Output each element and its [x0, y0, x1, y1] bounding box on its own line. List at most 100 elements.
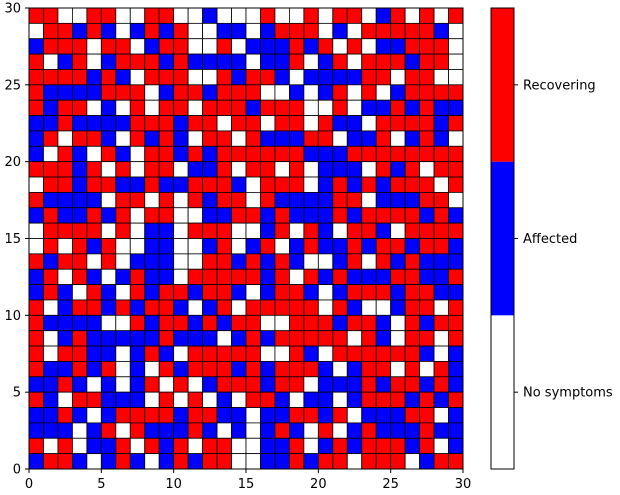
heatmap-cell: [158, 84, 175, 101]
heatmap-cell: [57, 330, 73, 347]
heatmap-cell: [43, 407, 59, 424]
heatmap-cell: [216, 391, 232, 408]
heatmap-cell: [375, 176, 392, 193]
heatmap-cell: [390, 69, 406, 86]
x-tick-label: 10: [165, 477, 182, 492]
heatmap-cell: [361, 69, 377, 86]
heatmap-cell: [332, 222, 348, 239]
heatmap-cell: [332, 361, 348, 378]
heatmap-cell: [202, 7, 218, 24]
heatmap-cell: [28, 422, 44, 439]
heatmap-cell: [375, 407, 392, 424]
heatmap-cell: [375, 69, 392, 86]
heatmap-cell: [317, 253, 334, 270]
heatmap-cell: [158, 191, 175, 209]
heatmap-cell: [317, 115, 334, 132]
heatmap-cell: [390, 437, 406, 455]
heatmap-cell: [144, 376, 160, 393]
heatmap-cell: [288, 145, 305, 163]
heatmap-cell: [173, 115, 189, 132]
heatmap-cells: [28, 7, 464, 470]
heatmap-cell: [448, 207, 464, 224]
heatmap-cell: [129, 376, 146, 393]
heatmap-cell: [158, 22, 175, 40]
heatmap-cell: [375, 38, 392, 55]
heatmap-cell: [390, 391, 406, 408]
heatmap-cell: [28, 7, 44, 24]
heatmap-cell: [390, 314, 406, 332]
heatmap-cell: [57, 130, 73, 147]
heatmap-cell: [245, 299, 261, 316]
heatmap-cell: [317, 207, 334, 224]
heatmap-cell: [86, 115, 102, 132]
heatmap-cell: [28, 268, 44, 286]
heatmap-cell: [260, 115, 276, 132]
heatmap-cell: [129, 361, 146, 378]
heatmap-cell: [129, 115, 146, 132]
heatmap-cell: [404, 314, 420, 332]
heatmap-cell: [72, 176, 88, 193]
heatmap-cell: [303, 253, 319, 270]
heatmap-cell: [448, 391, 464, 408]
heatmap-cell: [419, 314, 435, 332]
heatmap-cell: [57, 284, 73, 301]
heatmap-cell: [57, 191, 73, 209]
heatmap-cell: [43, 38, 59, 55]
heatmap-cell: [274, 376, 290, 393]
heatmap-cell: [419, 84, 435, 101]
heatmap-cell: [346, 38, 363, 55]
heatmap-cell: [231, 268, 247, 286]
heatmap-cell: [216, 330, 232, 347]
heatmap-cell: [390, 22, 406, 40]
heatmap-cell: [346, 161, 363, 178]
heatmap-cell: [390, 361, 406, 378]
heatmap-cell: [375, 453, 392, 470]
heatmap-cell: [187, 176, 203, 193]
heatmap-cell: [115, 145, 131, 163]
heatmap-cell: [144, 330, 160, 347]
colorbar-segment: [491, 315, 514, 469]
heatmap-cell: [448, 176, 464, 193]
heatmap-cell: [245, 407, 261, 424]
heatmap-cell: [231, 7, 247, 24]
heatmap-cell: [43, 376, 59, 393]
heatmap-cell: [187, 207, 203, 224]
heatmap-cell: [404, 191, 420, 209]
heatmap-cell: [245, 99, 261, 116]
heatmap-cell: [72, 314, 88, 332]
heatmap-cell: [202, 314, 218, 332]
heatmap-cell: [317, 38, 334, 55]
heatmap-cell: [433, 437, 449, 455]
heatmap-cell: [173, 99, 189, 116]
heatmap-cell: [274, 84, 290, 101]
heatmap-cell: [317, 99, 334, 116]
heatmap-cell: [390, 238, 406, 255]
heatmap-cell: [129, 22, 146, 40]
heatmap-cell: [115, 222, 131, 239]
heatmap-cell: [274, 176, 290, 193]
heatmap-cell: [303, 176, 319, 193]
heatmap-cell: [158, 391, 175, 408]
heatmap-cell: [245, 253, 261, 270]
heatmap-cell: [100, 330, 117, 347]
heatmap-cell: [245, 376, 261, 393]
heatmap-cell: [158, 69, 175, 86]
heatmap-cell: [231, 207, 247, 224]
heatmap-cell: [245, 22, 261, 40]
heatmap-cell: [288, 422, 305, 439]
heatmap-cell: [158, 99, 175, 116]
heatmap-cell: [245, 391, 261, 408]
heatmap-cell: [448, 7, 464, 24]
heatmap-cell: [86, 99, 102, 116]
heatmap-cell: [72, 238, 88, 255]
heatmap-cell: [332, 238, 348, 255]
heatmap-cell: [202, 345, 218, 362]
heatmap-cell: [43, 422, 59, 439]
heatmap-cell: [346, 69, 363, 86]
heatmap-cell: [390, 191, 406, 209]
heatmap-cell: [303, 453, 319, 470]
heatmap-cell: [72, 84, 88, 101]
heatmap-cell: [346, 53, 363, 70]
heatmap-cell: [231, 38, 247, 55]
heatmap-cell: [231, 161, 247, 178]
